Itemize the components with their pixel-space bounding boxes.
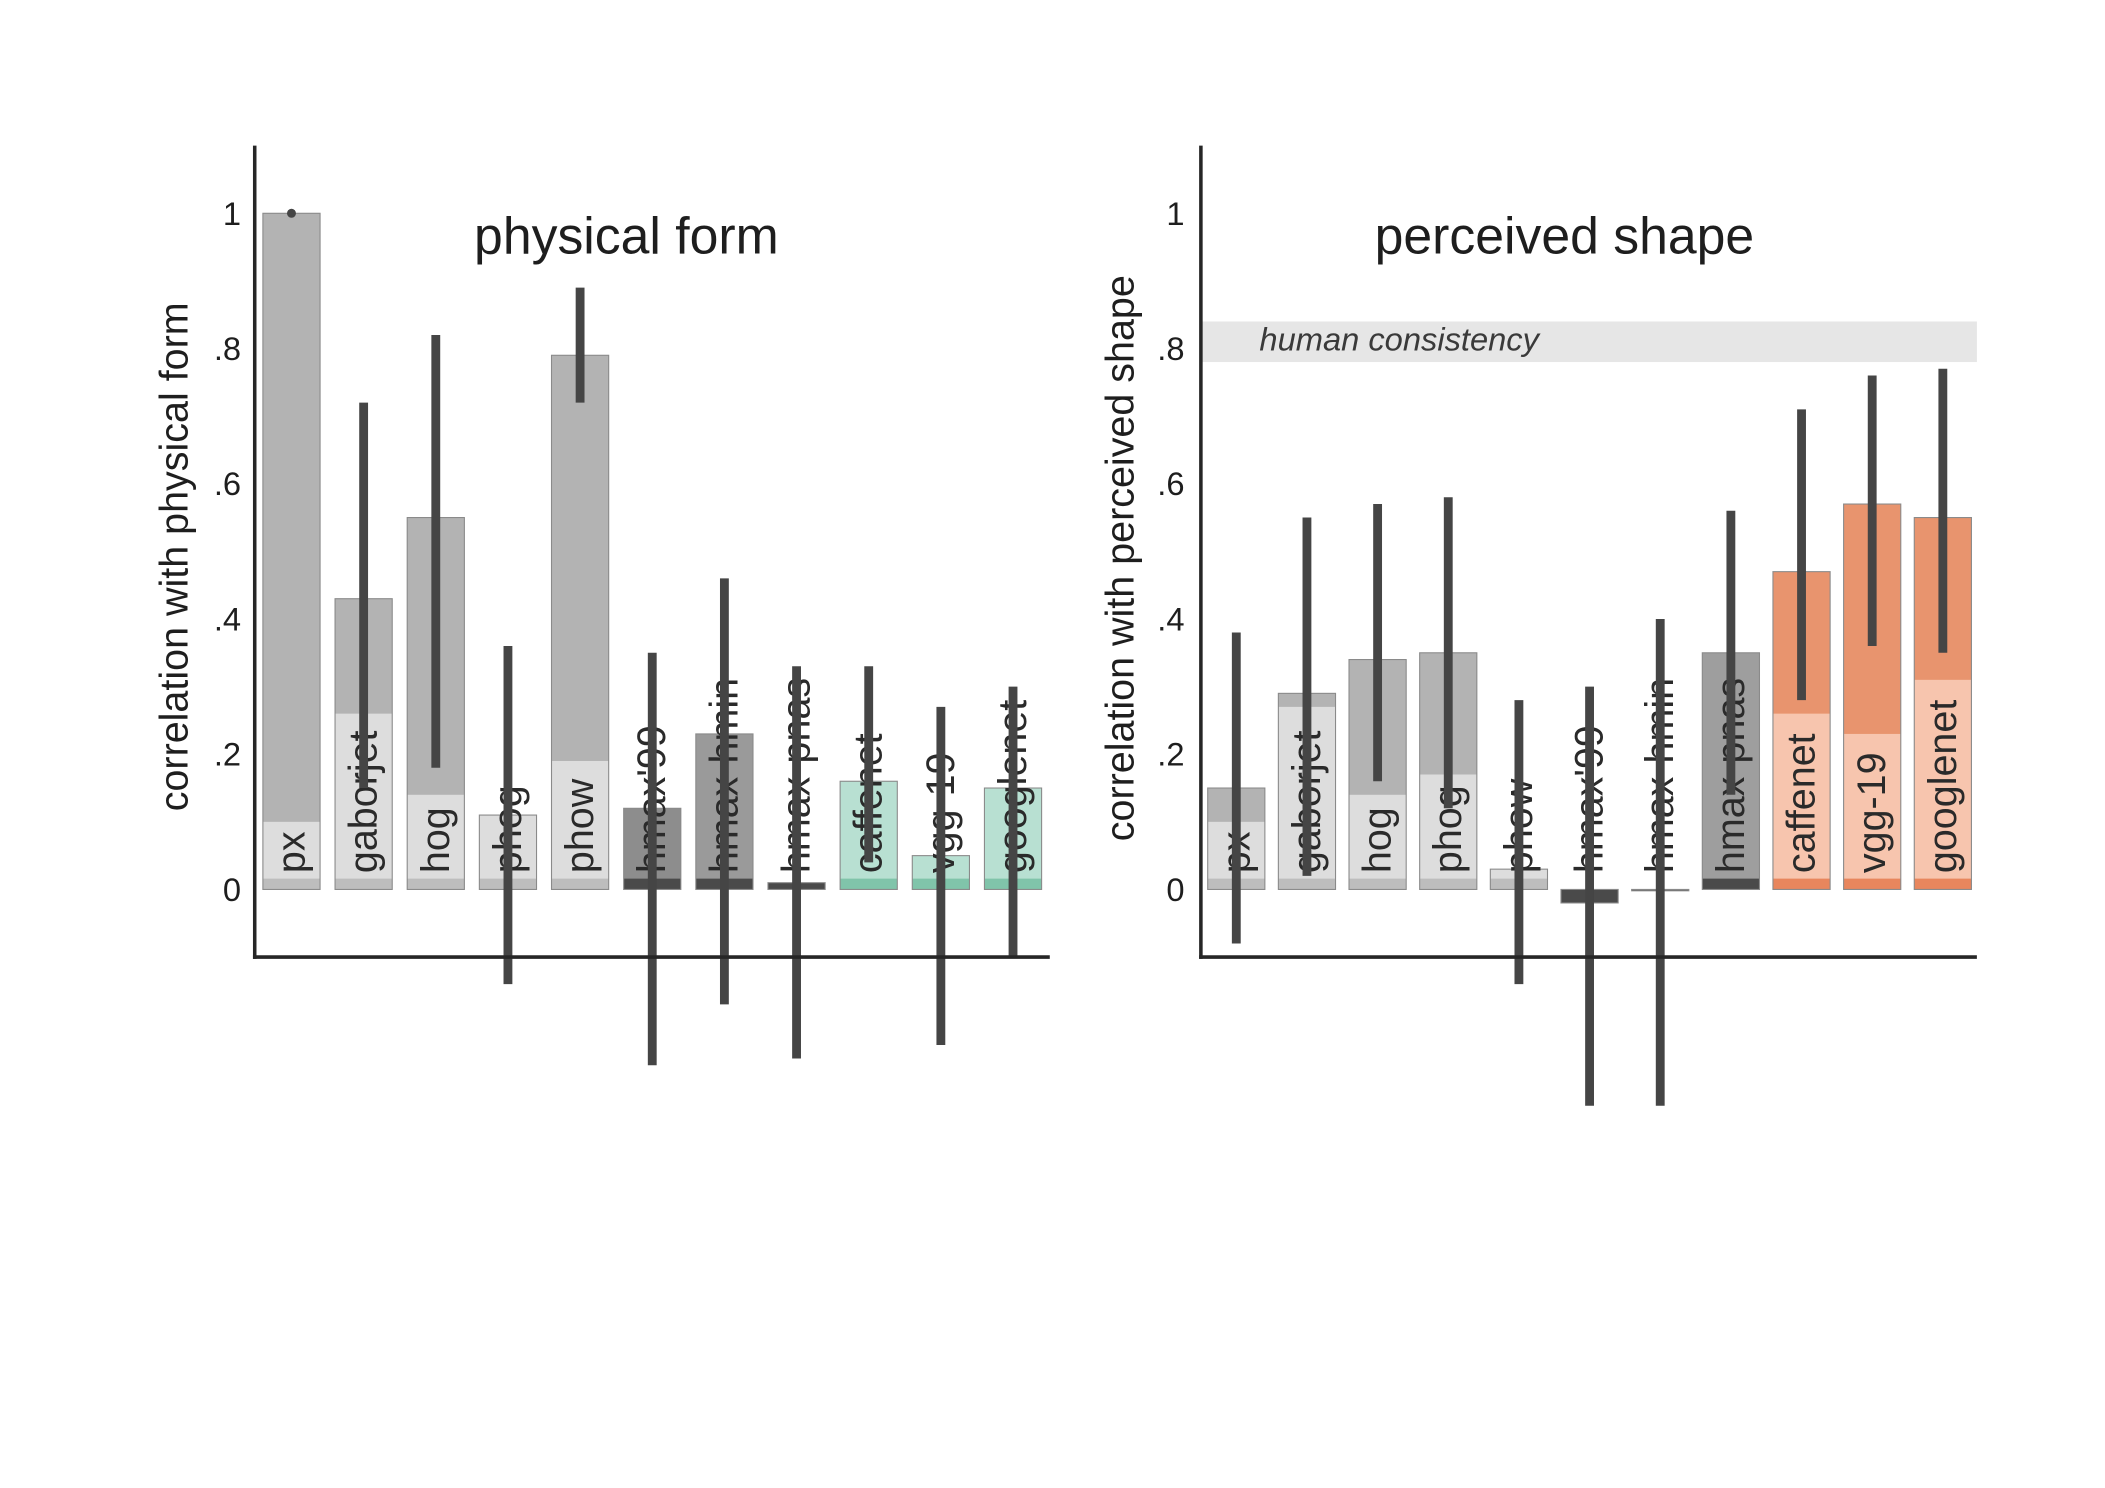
bar-base-strip: [262, 878, 321, 890]
chart-title: perceived shape: [1375, 207, 1755, 265]
panel-physical-form: pxgaborjethogphogphowhmax'99hmax-hminhma…: [152, 145, 1050, 1066]
bar-value: [262, 213, 321, 890]
error-bar: [286, 208, 296, 218]
y-tick-layer: 0 .2 .4 .6 .8 1: [1157, 195, 1184, 908]
bar-inner-value: [1914, 679, 1972, 890]
bar-inner-value: [407, 794, 465, 890]
y-tick-label: .6: [1157, 465, 1184, 502]
bar-px: [262, 212, 321, 890]
category-label: caffenet: [1780, 733, 1824, 873]
y-axis-label: correlation with perceived shape: [1099, 275, 1143, 841]
bar-base-strip: [840, 878, 898, 890]
axis-layer: [252, 145, 1050, 959]
y-tick-label: .4: [1157, 600, 1184, 637]
reference-band: [1200, 321, 1977, 363]
bar-base-strip: [1419, 878, 1477, 890]
bar-layer: [262, 212, 1043, 890]
band-layer: [1200, 321, 1977, 363]
y-tick-label: 1: [223, 195, 241, 232]
bar-inner-value: [1843, 733, 1901, 890]
y-tick-label: .4: [214, 600, 241, 637]
panel-perceived-shape: human consistency pxgaborjethogphogphowh…: [1099, 145, 1977, 1106]
category-label: phow: [558, 778, 602, 873]
bar-base-strip: [551, 878, 609, 890]
category-label: hog: [1356, 807, 1400, 873]
y-axis-label: correlation with physical form: [152, 302, 196, 811]
bar-base-strip: [1702, 878, 1760, 890]
reference-band-label: human consistency: [1259, 320, 1540, 357]
chart-title: physical form: [474, 207, 779, 265]
bar-vgg-19: [1843, 503, 1902, 890]
axis-layer: [1199, 145, 1977, 959]
bar-inner-value: [1772, 713, 1831, 890]
y-tick-label: .8: [214, 330, 241, 367]
y-tick-layer: 0 .2 .4 .6 .8 1: [214, 195, 241, 908]
bar-base-strip: [407, 878, 465, 890]
y-tick-label: .6: [214, 465, 241, 502]
bar-base-strip: [1772, 878, 1831, 890]
bar-inner-value: [262, 821, 321, 890]
bar-base-strip: [1349, 878, 1407, 890]
bar-inner-value: [1349, 794, 1407, 890]
error-bar-layer: [1231, 368, 1948, 1106]
category-label: hog: [414, 807, 458, 873]
category-label: googlenet: [1921, 700, 1965, 873]
bar-base-strip: [335, 878, 393, 890]
y-tick-label: .8: [1157, 330, 1184, 367]
bar-base-strip: [1278, 878, 1336, 890]
bar-base-strip: [1914, 878, 1972, 890]
category-label: vgg-19: [1850, 752, 1894, 873]
y-tick-label: 1: [1166, 195, 1184, 232]
y-tick-label: 0: [1166, 871, 1184, 908]
category-label: px: [269, 831, 313, 873]
bar-inner-value: [551, 760, 609, 890]
bar-base-strip: [1843, 878, 1901, 890]
error-bar-layer: [286, 208, 1018, 1066]
y-tick-label: 0: [223, 871, 241, 908]
y-tick-label: .2: [1157, 736, 1184, 773]
y-tick-label: .2: [214, 736, 241, 773]
